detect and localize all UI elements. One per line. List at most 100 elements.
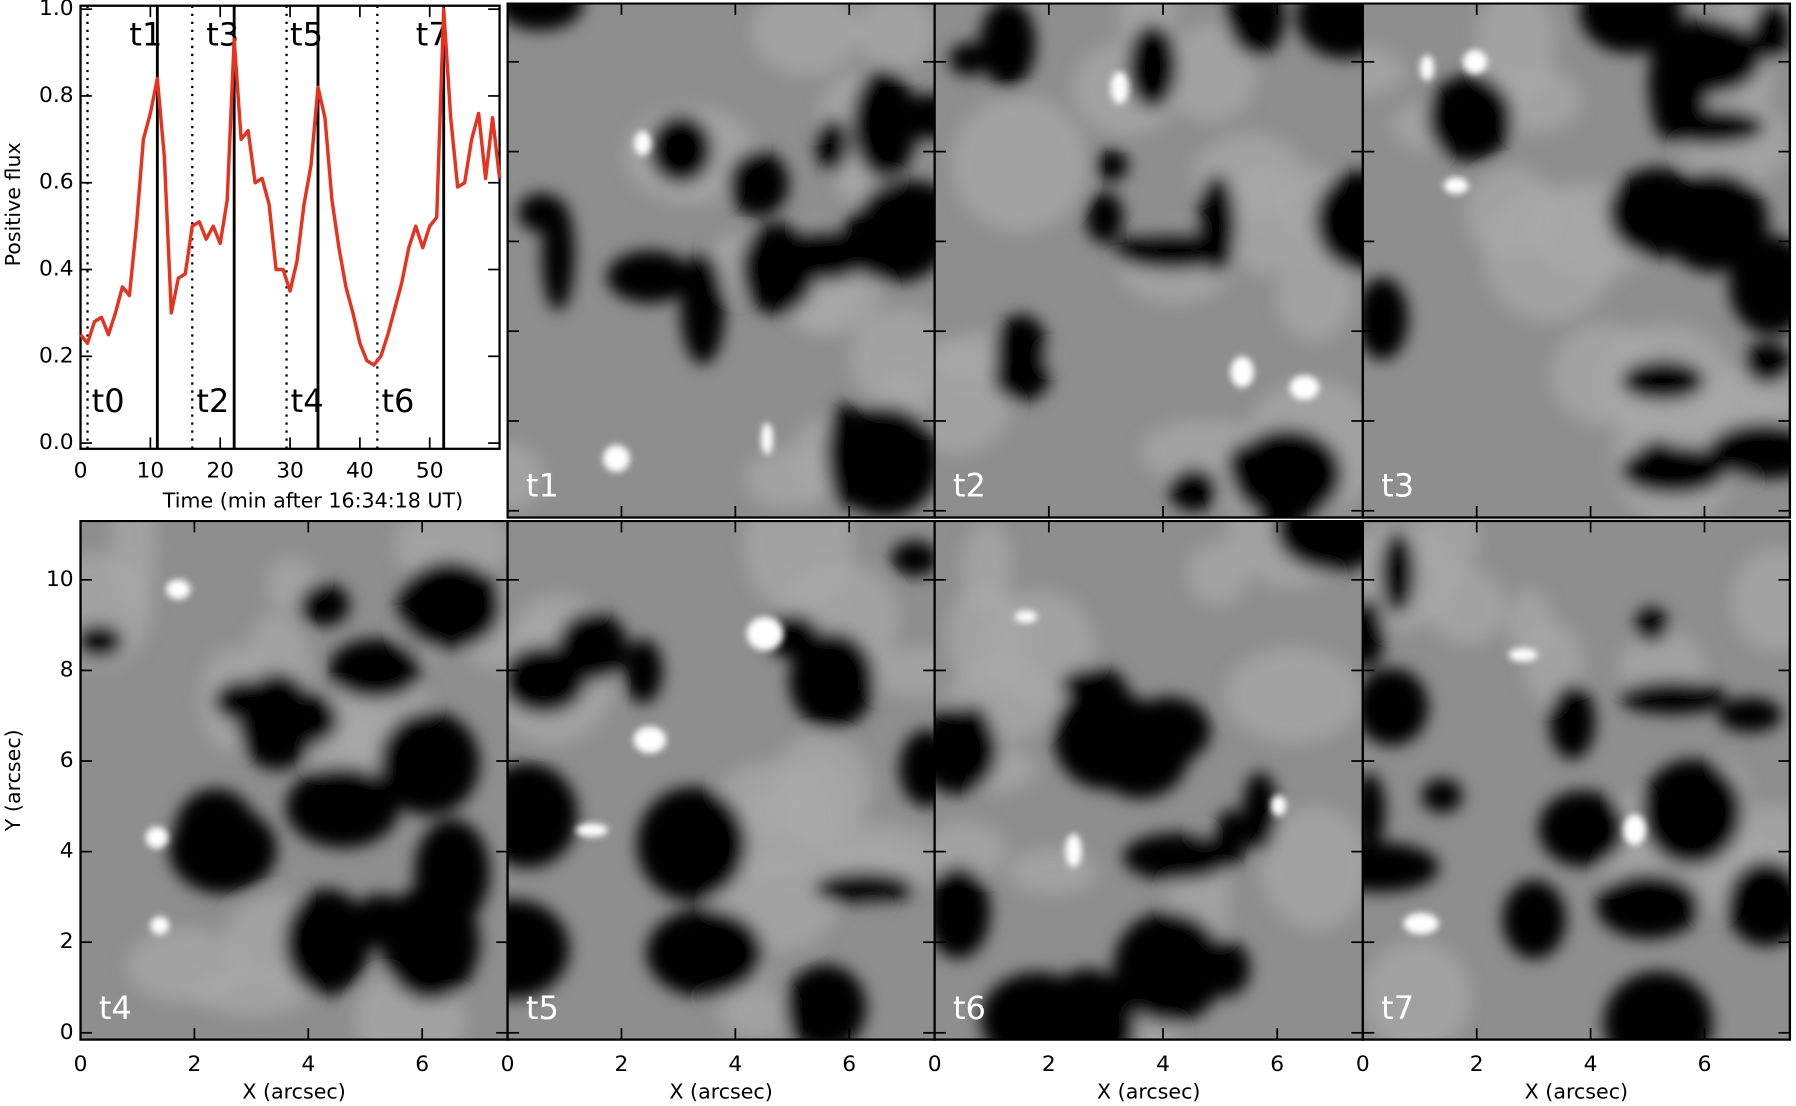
x-tick-label: 20 bbox=[206, 459, 234, 484]
light-patch bbox=[733, 791, 820, 840]
magnetogram-panel: t5 0 2 4 6 X (arcsec) bbox=[501, 519, 936, 1103]
dark-lane bbox=[1314, 170, 1363, 271]
magnetogram-image bbox=[1362, 3, 1790, 518]
dark-lane bbox=[816, 118, 850, 172]
y-tick-label: 0 bbox=[60, 1020, 74, 1045]
dark-lane bbox=[507, 645, 587, 715]
dark-lane bbox=[1751, 5, 1790, 60]
bright-point bbox=[1508, 648, 1538, 662]
dark-lane bbox=[727, 150, 789, 217]
dark-lane bbox=[890, 540, 935, 577]
magnetogram-image bbox=[1362, 520, 1790, 1040]
light-patch bbox=[1363, 940, 1471, 1040]
dark-lane bbox=[784, 964, 867, 1040]
marker-label: t6 bbox=[381, 382, 414, 420]
x-tick-label: 2 bbox=[187, 1052, 201, 1077]
magnetogram-panel: t6 0 2 4 6 X (arcsec) bbox=[928, 519, 1364, 1103]
dark-lane bbox=[662, 818, 699, 876]
x-tick-label: 6 bbox=[415, 1052, 429, 1077]
bright-points bbox=[1110, 71, 1320, 400]
dark-lane bbox=[351, 894, 410, 949]
dark-lane bbox=[1596, 872, 1701, 939]
dark-lane bbox=[328, 638, 423, 700]
y-tick-label: 0.4 bbox=[39, 257, 74, 282]
dark-lane bbox=[1620, 360, 1705, 401]
bright-points bbox=[1014, 610, 1287, 868]
bright-points bbox=[145, 579, 191, 935]
bright-point bbox=[1462, 49, 1488, 74]
panel-label: t7 bbox=[1381, 989, 1414, 1027]
light-patch bbox=[1275, 239, 1354, 343]
bright-point bbox=[1110, 71, 1129, 105]
x-axis-label: X (arcsec) bbox=[1525, 1079, 1628, 1103]
light-patch bbox=[1419, 520, 1480, 585]
light-patch bbox=[1186, 542, 1249, 606]
dark-lane bbox=[1227, 443, 1263, 488]
dark-lane bbox=[1362, 772, 1386, 850]
y-tick-label: 6 bbox=[60, 748, 74, 773]
dark-lane bbox=[1122, 832, 1233, 881]
bright-point bbox=[1014, 610, 1038, 623]
dark-lane bbox=[1706, 422, 1790, 479]
dark-lane bbox=[1620, 445, 1727, 495]
light-patch bbox=[1362, 47, 1405, 96]
dark-lane bbox=[813, 871, 915, 905]
magnetogram-image bbox=[934, 520, 1363, 1040]
bright-points bbox=[575, 616, 784, 837]
bright-point bbox=[1403, 912, 1439, 935]
bright-point bbox=[1270, 794, 1287, 817]
x-tick-label: 30 bbox=[276, 459, 304, 484]
marker-label: t2 bbox=[196, 382, 229, 420]
dark-lane bbox=[1648, 25, 1692, 141]
light-patch bbox=[1224, 647, 1362, 744]
dark-lane bbox=[1726, 860, 1790, 947]
y-tick-label: 0.6 bbox=[39, 170, 74, 195]
dark-lane bbox=[213, 679, 281, 723]
light-patch bbox=[856, 3, 935, 71]
dark-lane bbox=[980, 972, 1094, 1040]
light-patch bbox=[751, 3, 860, 76]
magnetogram-panel: t7 0 2 4 6 X (arcsec) bbox=[1356, 519, 1792, 1103]
y-tick-label: 8 bbox=[60, 657, 74, 682]
dark-lane bbox=[1362, 667, 1429, 746]
bright-point bbox=[575, 823, 608, 837]
dark-lane bbox=[1362, 277, 1409, 361]
dark-lane bbox=[1362, 597, 1385, 669]
x-axis-label: Time (min after 16:34:18 UT) bbox=[162, 488, 463, 512]
dark-lane bbox=[1421, 778, 1463, 813]
bright-point bbox=[602, 444, 630, 473]
marker-label: t5 bbox=[290, 16, 323, 54]
magnetogram-panel: t1 bbox=[506, 2, 936, 519]
dark-lane bbox=[396, 560, 503, 651]
bright-points bbox=[1403, 648, 1647, 935]
dark-lane bbox=[1257, 448, 1304, 518]
dark-lane bbox=[1538, 790, 1627, 867]
y-tick-label: 0.2 bbox=[39, 343, 74, 368]
dark-lane bbox=[778, 228, 871, 282]
magnetogram-panel: t3 bbox=[1361, 2, 1792, 519]
bright-point bbox=[1289, 375, 1320, 400]
dark-lane bbox=[606, 250, 693, 303]
dark-lane bbox=[285, 766, 400, 848]
x-tick-label: 2 bbox=[1470, 1052, 1484, 1077]
dark-lane bbox=[979, 3, 1036, 88]
bright-point bbox=[150, 916, 170, 935]
image-texture bbox=[934, 520, 1363, 1040]
light-patch bbox=[744, 448, 838, 510]
light-patch bbox=[743, 520, 854, 613]
bright-point bbox=[1623, 814, 1647, 846]
dark-lane bbox=[862, 180, 935, 235]
panel-label: t6 bbox=[953, 989, 986, 1027]
y-axis-label: Y (arcsec) bbox=[1, 729, 25, 832]
dark-lane bbox=[1085, 191, 1124, 244]
x-tick-label: 0 bbox=[1356, 1052, 1370, 1077]
dark-lane bbox=[1635, 607, 1668, 643]
dark-lane bbox=[80, 624, 124, 659]
x-tick-label: 0 bbox=[74, 1052, 88, 1077]
dark-lane bbox=[1296, 3, 1363, 59]
x-axis-label: X (arcsec) bbox=[242, 1079, 345, 1103]
x-tick-label: 2 bbox=[1042, 1052, 1056, 1077]
bright-point bbox=[746, 616, 784, 651]
dark-lane bbox=[1717, 697, 1783, 733]
